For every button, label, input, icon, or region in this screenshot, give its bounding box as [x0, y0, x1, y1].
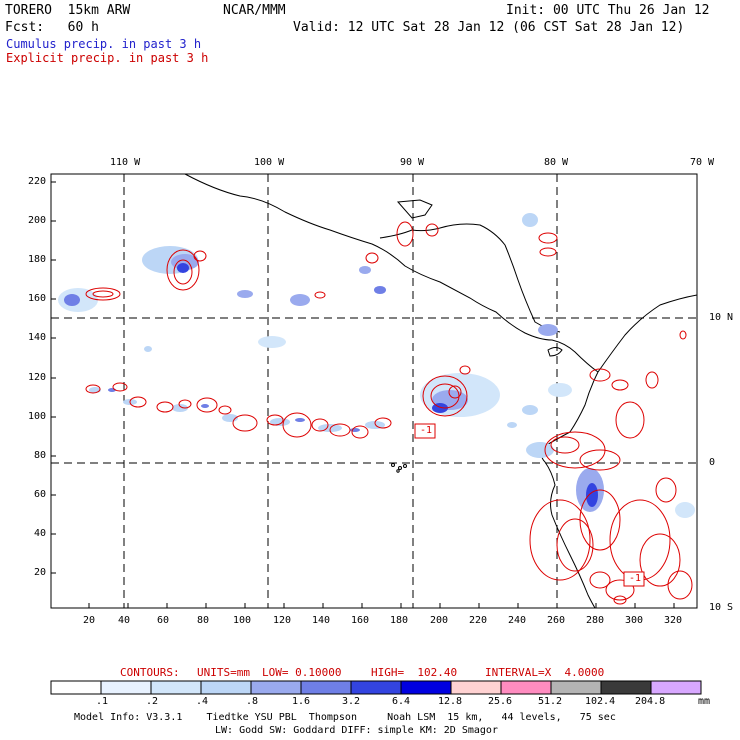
colorbar-label: .1	[96, 696, 109, 707]
y-tick: 100	[28, 411, 47, 422]
x-tick: 320	[664, 615, 683, 626]
x-tick: 220	[469, 615, 488, 626]
colorbar-label: 102.4	[585, 696, 616, 707]
colorbar-label: 1.6	[292, 696, 311, 707]
colorbar-label: .8	[246, 696, 259, 707]
lon-label-70w: 70 W	[690, 157, 715, 168]
x-tick: 300	[625, 615, 644, 626]
lon-label-90w: 90 W	[400, 157, 425, 168]
cumulus-precip	[58, 213, 695, 518]
x-tick: 180	[390, 615, 409, 626]
model-info: Model Info: V3.3.1 Tiedtke YSU PBL Thomp…	[74, 712, 616, 723]
colorbar-label: 51.2	[538, 696, 563, 707]
colorbar-label: 25.6	[488, 696, 513, 707]
y-tick: 80	[34, 450, 47, 461]
contours-interval: INTERVAL=X 4.0000	[485, 666, 605, 679]
y-tick: 200	[28, 215, 47, 226]
x-tick: 100	[233, 615, 252, 626]
x-tick: 40	[118, 615, 131, 626]
colorbar-label: 12.8	[438, 696, 463, 707]
x-tick: 240	[508, 615, 527, 626]
lat-label-10s: 10 S	[709, 602, 734, 613]
y-tick: 180	[28, 254, 47, 265]
lat-label-10n: 10 N	[709, 312, 734, 323]
lat-label-0: 0	[709, 457, 716, 468]
contours-high: HIGH= 102.40	[371, 666, 458, 679]
x-tick: 60	[157, 615, 170, 626]
x-tick: 120	[273, 615, 292, 626]
y-tick: 20	[34, 567, 47, 578]
map-frame	[50, 173, 698, 609]
colorbar-label: 3.2	[342, 696, 361, 707]
contours-low: LOW= 0.10000	[262, 666, 342, 679]
model-title: TORERO 15km ARW	[5, 3, 131, 18]
y-tick: 40	[34, 528, 47, 539]
forecast-hour: Fcst: 60 h	[5, 20, 99, 35]
x-tick: 20	[83, 615, 96, 626]
organization: NCAR/MMM	[223, 3, 286, 18]
lon-label-100w: 100 W	[254, 157, 285, 168]
colorbar-label: .2	[146, 696, 159, 707]
x-tick: 200	[430, 615, 449, 626]
coastlines	[184, 173, 698, 609]
x-tick: 160	[351, 615, 370, 626]
lon-label-80w: 80 W	[544, 157, 569, 168]
x-tick: 280	[586, 615, 605, 626]
y-tick: 120	[28, 372, 47, 383]
y-tick: 220	[28, 176, 47, 187]
valid-time: Valid: 12 UTC Sat 28 Jan 12 (06 CST Sat …	[293, 20, 685, 35]
low-marker-label: -1	[629, 573, 642, 584]
explicit-precip	[85, 221, 693, 605]
colorbar-label: .4	[196, 696, 209, 707]
y-tick: 140	[28, 332, 47, 343]
x-tick: 140	[312, 615, 331, 626]
low-marker-label: -1	[420, 425, 433, 436]
contours-units: UNITS=mm	[197, 666, 250, 679]
colorbar-unit: mm	[698, 696, 711, 707]
low-markers	[414, 423, 645, 587]
x-tick: 80	[197, 615, 210, 626]
cumulus-legend: Cumulus precip. in past 3 h	[6, 37, 202, 51]
colorbar	[50, 680, 702, 695]
lat-lon-grid	[51, 174, 697, 608]
axis-ticks	[51, 181, 675, 608]
y-tick: 160	[28, 293, 47, 304]
explicit-legend: Explicit precip. in past 3 h	[6, 51, 209, 65]
y-tick: 60	[34, 489, 47, 500]
x-tick: 260	[547, 615, 566, 626]
init-time: Init: 00 UTC Thu 26 Jan 12	[506, 3, 710, 18]
lon-label-110w: 110 W	[110, 157, 141, 168]
model-physics: LW: Godd SW: Goddard DIFF: simple KM: 2D…	[215, 725, 498, 736]
colorbar-label: 204.8	[635, 696, 666, 707]
colorbar-label: 6.4	[392, 696, 411, 707]
contours-label: CONTOURS:	[120, 666, 180, 679]
